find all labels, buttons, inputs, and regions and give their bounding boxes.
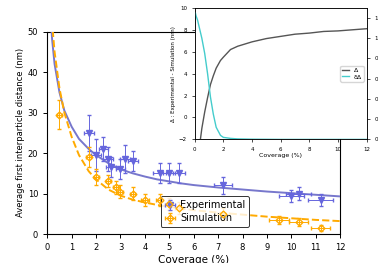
Δ — [307, 32, 311, 35]
δΔ — [211, 113, 215, 116]
Legend: Experimental, Simulation: Experimental, Simulation — [161, 196, 249, 227]
Δ — [321, 30, 326, 33]
Y-axis label: Δ : Experimental - Simulation (nm): Δ : Experimental - Simulation (nm) — [171, 26, 176, 122]
Δ — [336, 29, 340, 33]
δΔ — [197, 24, 201, 28]
δΔ — [200, 37, 204, 40]
δΔ — [364, 138, 369, 141]
δΔ — [194, 14, 198, 18]
δΔ — [228, 137, 233, 140]
δΔ — [203, 52, 207, 55]
Δ — [208, 83, 213, 86]
δΔ — [193, 11, 198, 14]
Δ — [218, 59, 223, 62]
δΔ — [208, 95, 213, 98]
Line: δΔ: δΔ — [195, 13, 367, 139]
X-axis label: Coverage (%): Coverage (%) — [259, 153, 302, 158]
Δ — [364, 27, 369, 30]
Δ — [350, 28, 355, 31]
Δ — [197, 149, 201, 152]
δΔ — [336, 138, 340, 141]
Δ — [278, 35, 283, 38]
Δ — [250, 40, 254, 43]
δΔ — [221, 136, 226, 139]
Δ — [264, 37, 269, 40]
Δ — [194, 182, 198, 185]
Δ — [200, 127, 204, 130]
δΔ — [205, 72, 210, 75]
δΔ — [293, 138, 297, 141]
Δ — [221, 55, 226, 59]
δΔ — [264, 138, 269, 141]
δΔ — [218, 134, 223, 137]
Legend: Δ, δΔ: Δ, δΔ — [341, 66, 364, 82]
δΔ — [235, 137, 240, 140]
Δ — [214, 67, 218, 70]
δΔ — [278, 138, 283, 141]
δΔ — [250, 138, 254, 141]
Δ — [293, 33, 297, 36]
Δ — [193, 193, 198, 196]
Y-axis label: Average first interparticle distance (nm): Average first interparticle distance (nm… — [16, 48, 25, 218]
δΔ — [350, 138, 355, 141]
δΔ — [321, 138, 326, 141]
δΔ — [307, 138, 311, 141]
Δ — [228, 48, 233, 51]
X-axis label: Coverage (%): Coverage (%) — [158, 255, 229, 263]
Δ — [211, 74, 215, 77]
Δ — [195, 160, 200, 163]
δΔ — [195, 18, 200, 22]
δΔ — [214, 126, 218, 129]
Δ — [205, 96, 210, 99]
Line: Δ: Δ — [195, 29, 367, 194]
Δ — [235, 45, 240, 48]
Δ — [203, 110, 207, 114]
